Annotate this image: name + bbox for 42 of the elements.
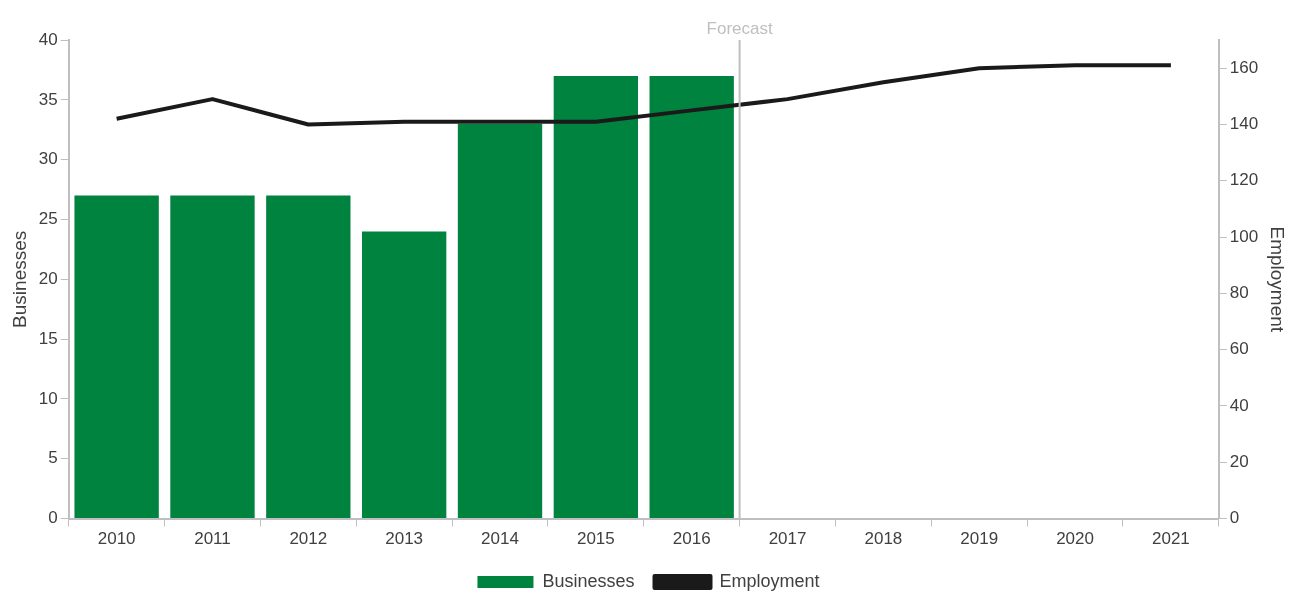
y-tick-label: 35 bbox=[38, 89, 58, 109]
bar bbox=[361, 231, 447, 519]
y2-tick-label: 40 bbox=[1229, 395, 1249, 415]
y2-axis-title: Employment bbox=[1267, 226, 1289, 333]
x-tick-label: 2011 bbox=[194, 529, 231, 549]
bar bbox=[649, 75, 734, 519]
y2-tick-label: 100 bbox=[1229, 226, 1259, 246]
bar bbox=[457, 123, 543, 519]
y-tick-label: 15 bbox=[38, 328, 58, 348]
x-tick-label: 2018 bbox=[864, 529, 903, 549]
y-tick-label: 40 bbox=[38, 29, 58, 49]
y-tick-label: 25 bbox=[38, 209, 58, 229]
y2-tick-label: 140 bbox=[1229, 114, 1259, 134]
x-tick-label: 2020 bbox=[1056, 529, 1094, 549]
y2-tick-label: 0 bbox=[1229, 508, 1240, 528]
y2-tick-label: 80 bbox=[1229, 283, 1249, 303]
x-tick-label: 2014 bbox=[481, 529, 519, 549]
y-tick-label: 20 bbox=[38, 268, 58, 288]
y-tick-label: 0 bbox=[48, 508, 58, 528]
x-tick-label: 2017 bbox=[768, 529, 807, 549]
bar bbox=[74, 195, 159, 519]
x-tick-label: 2019 bbox=[960, 529, 999, 549]
y-tick-label: 10 bbox=[38, 388, 58, 408]
y-tick-label: 5 bbox=[48, 448, 58, 468]
y2-tick-label: 20 bbox=[1229, 451, 1249, 471]
legend-label: Businesses bbox=[542, 570, 635, 591]
bar bbox=[553, 75, 639, 519]
y2-tick-label: 160 bbox=[1229, 57, 1259, 77]
x-tick-label: 2016 bbox=[672, 529, 711, 549]
bar bbox=[170, 195, 255, 519]
ref-line-label: Forecast bbox=[706, 19, 773, 39]
bar bbox=[266, 195, 351, 519]
x-tick-label: 2013 bbox=[385, 529, 424, 549]
y-axis-title: Businesses bbox=[8, 230, 30, 328]
y-tick-label: 30 bbox=[38, 149, 58, 169]
x-tick-label: 2015 bbox=[576, 529, 615, 549]
x-tick-label: 2012 bbox=[289, 529, 328, 549]
y2-tick-label: 120 bbox=[1229, 170, 1259, 190]
y2-tick-label: 60 bbox=[1229, 339, 1249, 359]
x-tick-label: 2010 bbox=[97, 529, 136, 549]
x-tick-label: 2021 bbox=[1152, 529, 1190, 549]
legend-label: Employment bbox=[719, 570, 820, 591]
